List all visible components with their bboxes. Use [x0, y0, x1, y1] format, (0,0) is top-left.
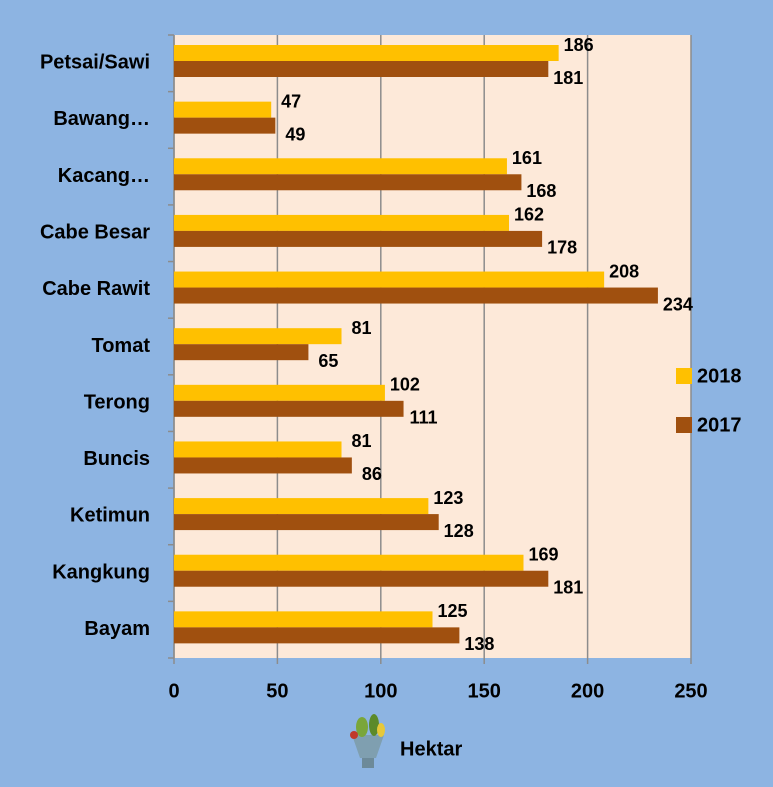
x-tick-label: 250 [674, 680, 707, 702]
bar [174, 498, 429, 515]
value-label: 111 [410, 408, 438, 428]
value-label: 169 [528, 544, 558, 564]
x-tick-label: 100 [364, 680, 397, 702]
bar [174, 117, 276, 134]
x-tick-label: 200 [571, 680, 604, 702]
legend-swatch [676, 417, 692, 433]
legend-label: 2018 [697, 365, 742, 387]
value-label: 47 [281, 91, 301, 111]
bar [174, 570, 549, 587]
value-label: 168 [526, 181, 556, 201]
value-label: 65 [318, 351, 338, 371]
value-label: 181 [553, 577, 583, 597]
y-tick-label: Cabe Rawit [42, 278, 150, 300]
value-label: 125 [437, 601, 467, 621]
y-tick-label: Cabe Besar [40, 222, 150, 244]
bar [174, 344, 309, 361]
value-label: 81 [351, 318, 371, 338]
value-label: 49 [285, 124, 305, 144]
y-tick-label: Kangkung [52, 561, 150, 583]
value-label: 138 [464, 634, 494, 654]
legend-swatch [676, 368, 692, 384]
value-label: 86 [362, 464, 382, 484]
y-tick-label: Tomat [91, 335, 150, 357]
bar [174, 328, 342, 345]
y-tick-label: Ketimun [70, 505, 150, 527]
bar [174, 230, 543, 247]
value-label: 81 [351, 431, 371, 451]
value-label: 123 [433, 488, 463, 508]
unit-icon [350, 714, 385, 768]
y-tick-label: Bawang… [53, 108, 150, 130]
y-tick-label: Bayam [84, 618, 150, 640]
value-label: 234 [663, 294, 693, 314]
value-label: 181 [553, 68, 583, 88]
bar [174, 271, 605, 288]
x-axis-label: Hektar [400, 738, 462, 760]
value-label: 161 [512, 148, 542, 168]
value-label: 208 [609, 261, 639, 281]
value-label: 102 [390, 375, 420, 395]
bar [174, 45, 559, 61]
bar [174, 400, 404, 417]
bar [174, 514, 439, 531]
bar [174, 457, 352, 474]
bar [174, 627, 460, 644]
bar [174, 101, 272, 118]
legend-label: 2017 [697, 414, 742, 436]
bar [174, 287, 658, 304]
bar [174, 384, 385, 401]
y-tick-label: Terong [84, 391, 150, 413]
bar [174, 174, 522, 191]
bar [174, 214, 510, 231]
value-label: 162 [514, 205, 544, 225]
bar [174, 158, 507, 175]
bar [174, 441, 342, 458]
value-label: 186 [564, 35, 594, 55]
value-label: 128 [444, 521, 474, 541]
x-tick-label: 150 [468, 680, 501, 702]
y-tick-label: Petsai/Sawi [40, 52, 150, 74]
bar [174, 61, 549, 77]
x-tick-label: 0 [168, 680, 179, 702]
y-tick-label: Buncis [83, 448, 150, 470]
y-tick-label: Kacang… [58, 165, 150, 187]
bar [174, 611, 433, 628]
value-label: 178 [547, 238, 577, 258]
bar [174, 554, 524, 571]
x-tick-label: 50 [266, 680, 288, 702]
